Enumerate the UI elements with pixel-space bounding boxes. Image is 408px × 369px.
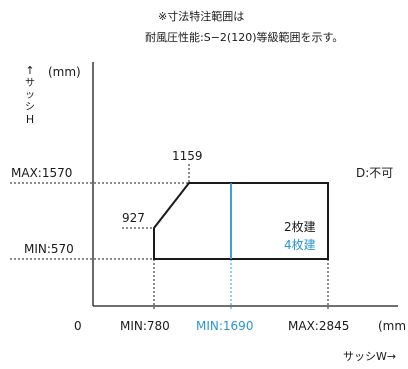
x-tick-divider: MIN:1690 [196, 319, 253, 333]
x-axis-unit: (mm [378, 319, 406, 333]
note-line-1: ※寸法特注範囲は [158, 9, 244, 23]
label-4-panel: 4枚建 [284, 237, 316, 252]
annotation-927: 927 [122, 211, 145, 225]
y-tick-min: MIN:570 [24, 242, 74, 256]
x-tick-min: MIN:780 [120, 319, 170, 333]
y-axis-unit: (mm) [48, 65, 81, 79]
y-axis-char-3: シ [25, 102, 35, 113]
y-axis-char-2: ッ [25, 90, 35, 101]
y-axis-char-1: サ [25, 77, 35, 89]
y-axis-label: ↑ サ ッ シ H [25, 64, 35, 126]
label-2-panel: 2枚建 [284, 219, 316, 234]
annotation-1159: 1159 [172, 149, 203, 163]
x-axis-label: サッシW→ [343, 350, 396, 363]
label-outside: D:不可 [356, 166, 393, 180]
allowed-region [153, 182, 329, 260]
note-line-2: 耐風圧性能:S−2(120)等級範囲を示す。 [145, 30, 343, 44]
y-tick-max: MAX:1570 [11, 166, 72, 180]
y-axis-char-4: H [26, 113, 34, 126]
x-tick-max: MAX:2845 [288, 319, 349, 333]
origin-label: 0 [74, 319, 82, 333]
y-axis-arrow: ↑ [25, 64, 34, 77]
